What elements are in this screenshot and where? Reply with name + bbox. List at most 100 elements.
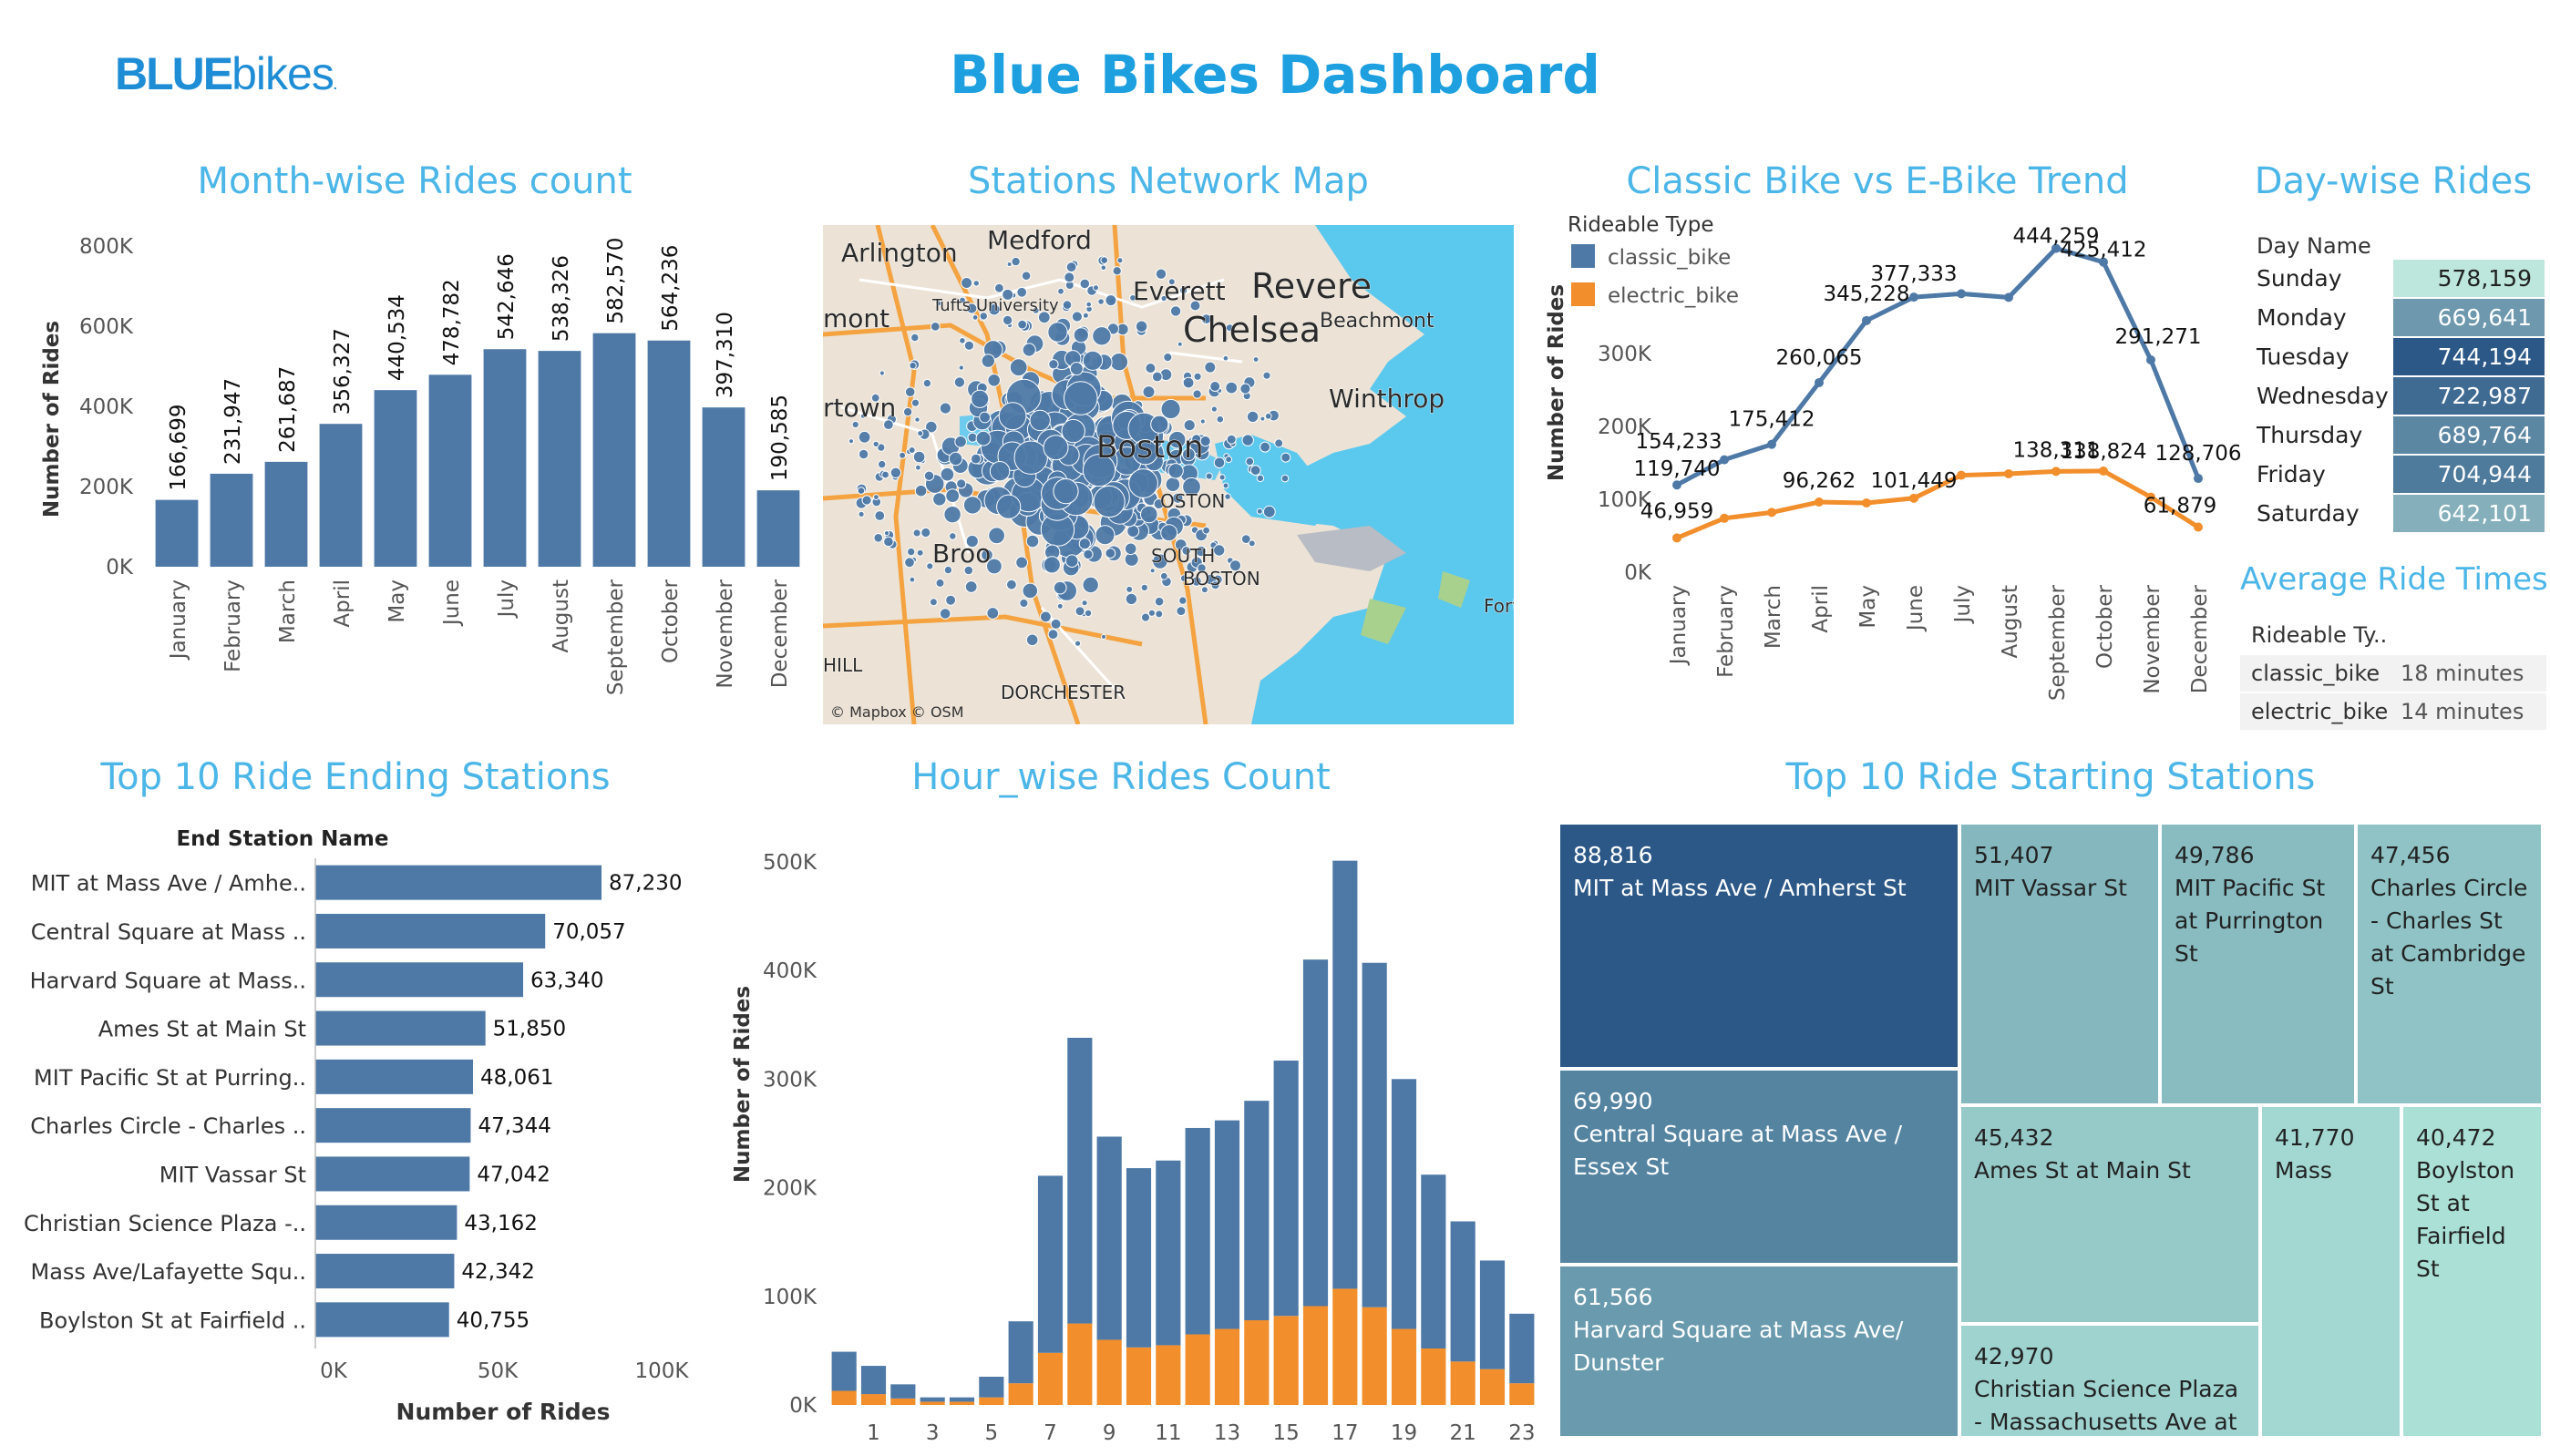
- month-bar[interactable]: [210, 473, 253, 567]
- station-dot[interactable]: [910, 333, 920, 343]
- station-dot[interactable]: [889, 467, 902, 478]
- station-dot[interactable]: [1216, 415, 1225, 424]
- hour-bar-classic_bike[interactable]: [1096, 1136, 1122, 1340]
- trend-point[interactable]: [2099, 466, 2108, 476]
- station-dot[interactable]: [1204, 361, 1217, 374]
- station-dot[interactable]: [881, 470, 889, 479]
- station-dot[interactable]: [1256, 508, 1263, 515]
- station-dot[interactable]: [926, 562, 934, 570]
- station-dot[interactable]: [848, 438, 855, 445]
- station-dot[interactable]: [1280, 474, 1290, 483]
- station-dot[interactable]: [879, 370, 886, 376]
- station-dot[interactable]: [986, 607, 1000, 620]
- trend-point[interactable]: [1909, 493, 1918, 503]
- station-dot[interactable]: [1013, 440, 1048, 475]
- station-dot[interactable]: [1160, 294, 1167, 302]
- station-dot[interactable]: [1043, 435, 1069, 461]
- station-dot[interactable]: [877, 443, 886, 452]
- station-dot[interactable]: [857, 487, 866, 495]
- hour-bar-electric_bike[interactable]: [1332, 1288, 1358, 1405]
- station-dot[interactable]: [1252, 356, 1260, 363]
- hour-bar-electric_bike[interactable]: [1273, 1316, 1299, 1405]
- station-dot[interactable]: [1218, 474, 1226, 481]
- station-dot[interactable]: [851, 420, 859, 429]
- station-dot[interactable]: [1084, 609, 1093, 618]
- trend-point[interactable]: [1862, 498, 1871, 508]
- station-dot[interactable]: [1150, 415, 1169, 434]
- station-dot[interactable]: [1152, 553, 1168, 569]
- station-dot[interactable]: [989, 461, 1011, 482]
- station-dot[interactable]: [1092, 326, 1112, 346]
- trend-point[interactable]: [1720, 513, 1729, 523]
- station-dot[interactable]: [915, 464, 921, 471]
- station-dot[interactable]: [932, 492, 947, 507]
- treemap-tile[interactable]: 88,816 MIT at Mass Ave / Amherst St: [1558, 823, 1959, 1069]
- station-dot[interactable]: [1129, 294, 1136, 302]
- trend-point[interactable]: [1815, 497, 1824, 507]
- hour-bar-electric_bike[interactable]: [1008, 1383, 1033, 1405]
- station-dot[interactable]: [899, 451, 907, 459]
- station-dot[interactable]: [1249, 465, 1261, 477]
- hour-bar-electric_bike[interactable]: [1067, 1323, 1093, 1405]
- station-dot[interactable]: [1078, 538, 1091, 550]
- hour-bar-electric_bike[interactable]: [890, 1398, 916, 1405]
- station-dot[interactable]: [1016, 286, 1028, 298]
- station-dot[interactable]: [1260, 441, 1271, 453]
- station-dot[interactable]: [1213, 544, 1226, 557]
- station-dot[interactable]: [1064, 554, 1079, 569]
- hour-bar-electric_bike[interactable]: [949, 1401, 975, 1405]
- hour-bar-classic_bike[interactable]: [1156, 1160, 1181, 1346]
- station-dot[interactable]: [1095, 525, 1116, 546]
- station-dot[interactable]: [858, 430, 871, 444]
- end-station-bar[interactable]: [315, 865, 602, 900]
- station-dot[interactable]: [1140, 612, 1151, 622]
- station-dot[interactable]: [1043, 556, 1061, 574]
- station-dot[interactable]: [1149, 568, 1156, 574]
- trend-point[interactable]: [2194, 522, 2203, 532]
- station-dot[interactable]: [1019, 598, 1029, 609]
- station-dot[interactable]: [1081, 600, 1088, 607]
- station-dot[interactable]: [959, 337, 966, 344]
- station-dot[interactable]: [994, 282, 1004, 293]
- station-dot[interactable]: [1155, 268, 1167, 280]
- month-bar[interactable]: [155, 499, 199, 567]
- hour-bar-classic_bike[interactable]: [1214, 1120, 1240, 1329]
- station-dot[interactable]: [987, 374, 1001, 387]
- station-dot[interactable]: [1079, 278, 1091, 290]
- station-dot[interactable]: [1100, 264, 1107, 272]
- station-dot[interactable]: [1124, 542, 1137, 556]
- station-dot[interactable]: [1056, 602, 1064, 610]
- station-dot[interactable]: [872, 440, 879, 448]
- trend-point[interactable]: [1957, 470, 1966, 480]
- station-dot[interactable]: [912, 528, 921, 538]
- station-dot[interactable]: [1274, 438, 1284, 448]
- station-dot[interactable]: [1128, 468, 1158, 498]
- station-dot[interactable]: [1073, 327, 1089, 343]
- station-dot[interactable]: [972, 280, 981, 287]
- station-dot[interactable]: [1222, 482, 1229, 489]
- station-dot[interactable]: [988, 303, 1001, 316]
- hour-bar-electric_bike[interactable]: [920, 1401, 945, 1405]
- end-station-bar[interactable]: [315, 913, 546, 948]
- station-dot[interactable]: [917, 430, 924, 437]
- station-dot[interactable]: [1245, 456, 1255, 467]
- day-value-cell[interactable]: 704,944: [2393, 456, 2545, 493]
- station-dot[interactable]: [986, 558, 1003, 575]
- station-dot[interactable]: [1064, 272, 1075, 283]
- station-dot[interactable]: [902, 406, 913, 417]
- station-dot[interactable]: [922, 378, 932, 388]
- month-bar[interactable]: [264, 461, 308, 567]
- station-dot[interactable]: [1050, 618, 1062, 630]
- hour-bar-classic_bike[interactable]: [1509, 1313, 1535, 1384]
- station-dot[interactable]: [1167, 278, 1176, 286]
- hour-bar-classic_bike[interactable]: [1008, 1321, 1033, 1384]
- hour-bar-electric_bike[interactable]: [1037, 1352, 1064, 1405]
- station-dot[interactable]: [1140, 583, 1148, 592]
- station-dot[interactable]: [966, 302, 978, 314]
- station-dot[interactable]: [1210, 405, 1218, 413]
- station-dot[interactable]: [1178, 596, 1188, 605]
- station-dot[interactable]: [1197, 563, 1207, 573]
- station-dot[interactable]: [1006, 579, 1017, 590]
- end-station-bar[interactable]: [315, 1254, 455, 1289]
- hour-bar-electric_bike[interactable]: [860, 1394, 887, 1405]
